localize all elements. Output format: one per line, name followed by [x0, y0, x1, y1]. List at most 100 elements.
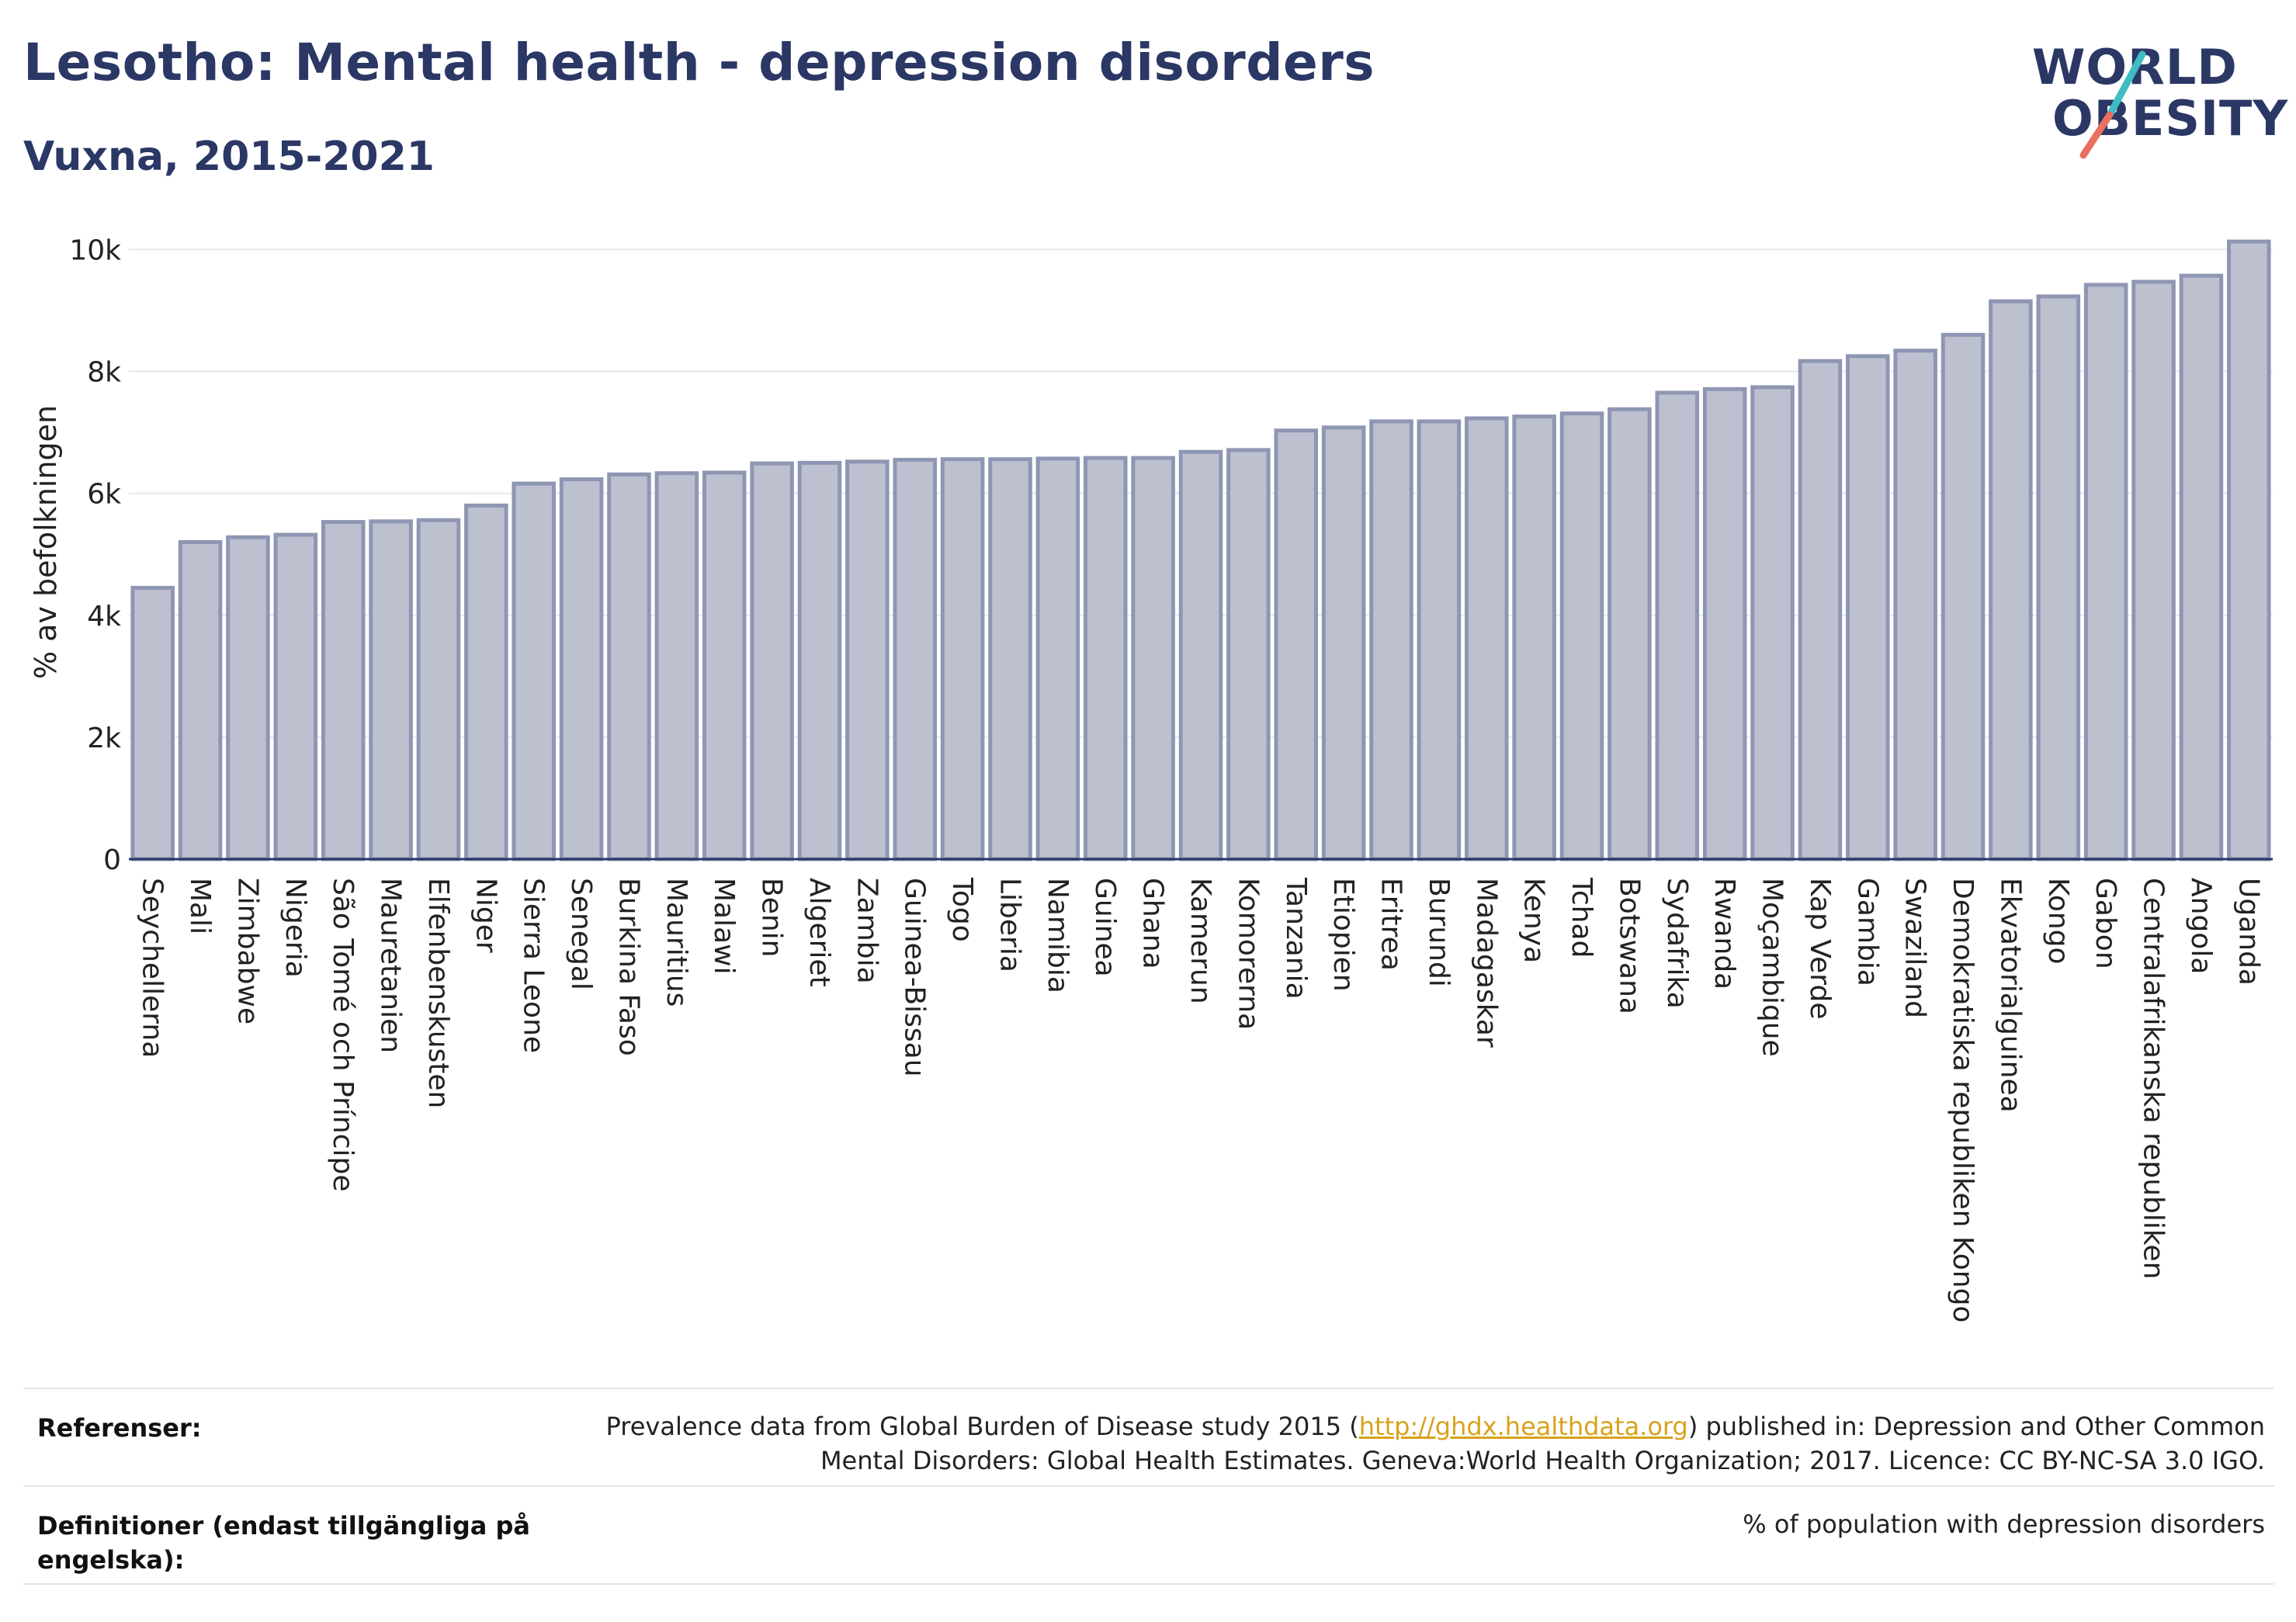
bar-40 — [1989, 299, 2033, 861]
page-title: Lesotho: Mental health - depression diso… — [23, 33, 1375, 92]
bar-27 — [1369, 419, 1413, 861]
bar-23 — [1178, 449, 1223, 861]
x-tick-label: Uganda — [2232, 878, 2264, 986]
x-tick-label: Malawi — [708, 878, 740, 975]
x-tick-label: Madagaskar — [1470, 878, 1502, 1048]
footer-table: Referenser: Prevalence data from Global … — [23, 1388, 2274, 1585]
x-tick-label: Niger — [470, 878, 501, 953]
bar-31 — [1559, 411, 1604, 861]
bar-10 — [559, 477, 604, 861]
x-tick-label: Togo — [946, 877, 978, 942]
bar-19 — [988, 457, 1032, 861]
y-axis-label: % av befolkningen — [29, 405, 63, 679]
x-tick-label: Etiopien — [1327, 878, 1359, 992]
y-tick-label: 8k — [87, 357, 121, 389]
definitions-row: Definitioner (endast tillgängliga på eng… — [23, 1485, 2274, 1585]
bar-33 — [1655, 390, 1700, 861]
bar-41 — [2036, 294, 2081, 861]
x-tick-label: Demokratiska republiken Kongo — [1947, 878, 1979, 1322]
x-tick-label: Kamerun — [1184, 878, 1216, 1004]
x-tick-label: Zimbabwe — [231, 878, 263, 1024]
x-tick-label: Gabon — [2090, 878, 2121, 969]
world-obesity-logo[interactable]: WORLD OBESITY — [2018, 23, 2287, 167]
bar-34 — [1702, 386, 1747, 861]
references-text: Prevalence data from Global Burden of Di… — [596, 1409, 2265, 1478]
bar-30 — [1512, 414, 1556, 861]
x-tick-label: Benin — [756, 878, 788, 957]
x-tick-label: Elfenbenskusten — [422, 878, 454, 1108]
x-tick-label: Burundi — [1423, 878, 1455, 987]
bar-13 — [702, 470, 747, 861]
bar-37 — [1846, 354, 1890, 861]
bar-12 — [654, 471, 699, 861]
x-tick-label: Eritrea — [1375, 878, 1407, 971]
bar-42 — [2083, 282, 2128, 861]
bar-15 — [797, 460, 842, 861]
logo-slash-icon — [2079, 50, 2146, 159]
bar-2 — [178, 540, 223, 861]
bar-6 — [369, 519, 413, 861]
bar-3 — [226, 535, 270, 861]
bar-44 — [2179, 273, 2224, 861]
bar-14 — [750, 461, 794, 861]
x-tick-label: Senegal — [565, 878, 597, 990]
bar-39 — [1941, 332, 1986, 861]
x-tick-label: Moçambique — [1757, 878, 1788, 1057]
bar-7 — [416, 518, 461, 861]
x-tick-label: Ekvatorialguinea — [1994, 878, 2026, 1113]
bar-25 — [1274, 428, 1319, 861]
bar-21 — [1083, 456, 1128, 861]
bar-38 — [1893, 348, 1937, 861]
references-label: Referenser: — [37, 1413, 202, 1443]
x-tick-label: Kenya — [1518, 878, 1550, 963]
x-tick-label: Mauritius — [661, 878, 692, 1007]
x-tick-label: Guinea — [1089, 878, 1121, 977]
x-tick-label: Tchad — [1566, 877, 1597, 958]
bar-17 — [893, 457, 938, 861]
x-tick-label: Swaziland — [1899, 878, 1931, 1018]
bar-22 — [1131, 456, 1175, 861]
x-tick-label: Seychellerna — [137, 878, 168, 1058]
x-tick-label: São Tomé och Príncipe — [327, 878, 359, 1192]
y-tick-label: 2k — [87, 723, 121, 754]
bar-16 — [845, 459, 890, 861]
definitions-text: % of population with depression disorder… — [1743, 1509, 2265, 1539]
x-tick-label: Tanzania — [1280, 877, 1312, 1000]
bar-9 — [512, 481, 556, 861]
bar-35 — [1750, 385, 1795, 861]
x-tick-label: Gambia — [1851, 878, 1883, 986]
y-tick-label: 10k — [69, 234, 121, 266]
x-tick-label: Liberia — [994, 878, 1025, 972]
x-tick-label: Sydafrika — [1661, 878, 1693, 1009]
bar-chart: 0 2k 4k 6k 8k 10k % av befolkningen Seychellern… — [29, 234, 2273, 1322]
x-tick-label: Sierra Leone — [518, 878, 550, 1053]
bar-5 — [321, 520, 366, 861]
x-tick-label: Rwanda — [1708, 878, 1740, 989]
references-text-after: ) published in: Depression and Other Com… — [820, 1412, 2265, 1475]
references-text-before: Prevalence data from Global Burden of Di… — [605, 1412, 1359, 1441]
x-tick-label: Burkina Faso — [612, 878, 644, 1056]
bar-18 — [940, 457, 985, 861]
definitions-label: Definitioner (endast tillgängliga på eng… — [37, 1511, 530, 1575]
bar-11 — [607, 472, 651, 861]
x-tick-label: Algeriet — [803, 878, 835, 987]
x-tick-label: Botswana — [1613, 878, 1645, 1014]
bar-29 — [1464, 416, 1509, 861]
x-tick-label: Nigeria — [279, 878, 311, 978]
bar-4 — [273, 532, 318, 861]
y-tick-label: 6k — [87, 479, 121, 511]
x-tick-label: Angola — [2185, 878, 2217, 974]
y-tick-label: 0 — [103, 844, 121, 876]
x-tick-label: Ghana — [1137, 878, 1169, 969]
x-tick-label: Zambia — [851, 878, 883, 984]
bar-32 — [1608, 407, 1652, 861]
bar-45 — [2227, 239, 2271, 861]
y-tick-label: 4k — [87, 601, 121, 633]
x-tick-label: Kap Verde — [1804, 878, 1836, 1019]
bar-43 — [2131, 279, 2176, 861]
bar-1 — [130, 585, 175, 861]
x-tick-label: Namibia — [1042, 878, 1073, 993]
references-link[interactable]: http://ghdx.healthdata.org — [1358, 1412, 1688, 1441]
x-tick-label: Centralafrikanska republiken — [2138, 878, 2169, 1279]
x-tick-label: Guinea-Bissau — [899, 878, 931, 1077]
